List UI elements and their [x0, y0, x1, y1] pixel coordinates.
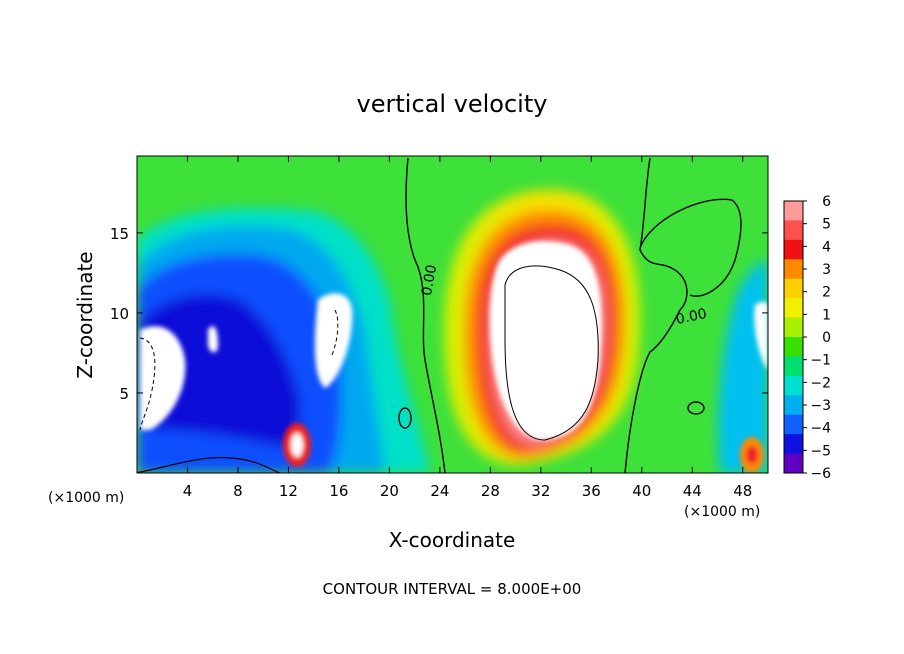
colorbar-label: −5 [810, 443, 831, 459]
colorbar-label: 1 [822, 307, 831, 323]
colorbar-swatch [784, 337, 803, 357]
colorbar-label: −6 [810, 466, 831, 482]
colorbar-swatch [784, 414, 803, 435]
y-tick-label: 15 [110, 225, 129, 243]
x-tick-label: 32 [531, 482, 550, 500]
contour-labels: 0.00 0.00 [419, 263, 708, 328]
x-tick-label: 8 [233, 482, 243, 500]
contour-label: 0.00 [675, 306, 709, 328]
colorbar-label: −3 [810, 398, 831, 414]
colorbar-label: 0 [822, 330, 831, 346]
x-tick-label: 12 [279, 482, 298, 500]
colorbar-label: −4 [810, 421, 831, 437]
colorbar: 6 5 4 3 2 1 0 −1 −2 −3 −4 −5 −6 [783, 194, 831, 482]
x-tick-label: 4 [183, 482, 193, 500]
colorbar-swatch [784, 395, 803, 416]
y-axis-label: Z-coordinate [73, 251, 97, 378]
plot-area [137, 156, 768, 473]
x-tick-label: 36 [582, 482, 601, 500]
colorbar-swatch [784, 278, 803, 299]
x-axis: 4 8 12 16 20 24 28 32 36 40 44 48 [183, 156, 752, 500]
colorbar-swatch [784, 201, 803, 221]
colorbar-label: 4 [822, 239, 831, 255]
colorbar-swatch [784, 259, 803, 280]
x-tick-label: 16 [329, 482, 348, 500]
x-unit-right: (×1000 m) [684, 504, 760, 520]
x-tick-label: 28 [481, 482, 500, 500]
contour-interval: CONTOUR INTERVAL = 8.000E+00 [323, 580, 582, 598]
x-tick-label: 20 [380, 482, 399, 500]
x-axis-label: X-coordinate [389, 528, 516, 552]
x-tick-label: 48 [733, 482, 752, 500]
x-tick-label: 40 [632, 482, 651, 500]
colorbar-label: 6 [822, 194, 831, 210]
colorbar-label: 2 [822, 285, 831, 301]
x-tick-label: 44 [683, 482, 702, 500]
colorbar-swatch [784, 220, 803, 241]
colorbar-swatch [784, 356, 803, 377]
colorbar-swatch [784, 453, 803, 474]
x-tick-label: 24 [430, 482, 449, 500]
y-tick-label: 10 [110, 305, 129, 323]
y-tick-label: 5 [119, 385, 129, 403]
colorbar-swatch [784, 317, 803, 338]
colorbar-swatch [784, 239, 803, 260]
colorbar-label: 5 [822, 217, 831, 233]
y-axis: 5 10 15 [110, 225, 768, 403]
colorbar-swatch [784, 434, 803, 455]
colorbar-label: 3 [822, 262, 831, 278]
colorbar-swatch [784, 298, 803, 319]
contour-label: 0.00 [419, 263, 440, 296]
x-unit-left: (×1000 m) [48, 490, 124, 506]
colorbar-label: −2 [810, 375, 831, 391]
colorbar-swatch [784, 375, 803, 396]
colorbar-label: −1 [810, 353, 831, 369]
plot-frame [136, 155, 769, 474]
chart-title: vertical velocity [357, 90, 548, 118]
